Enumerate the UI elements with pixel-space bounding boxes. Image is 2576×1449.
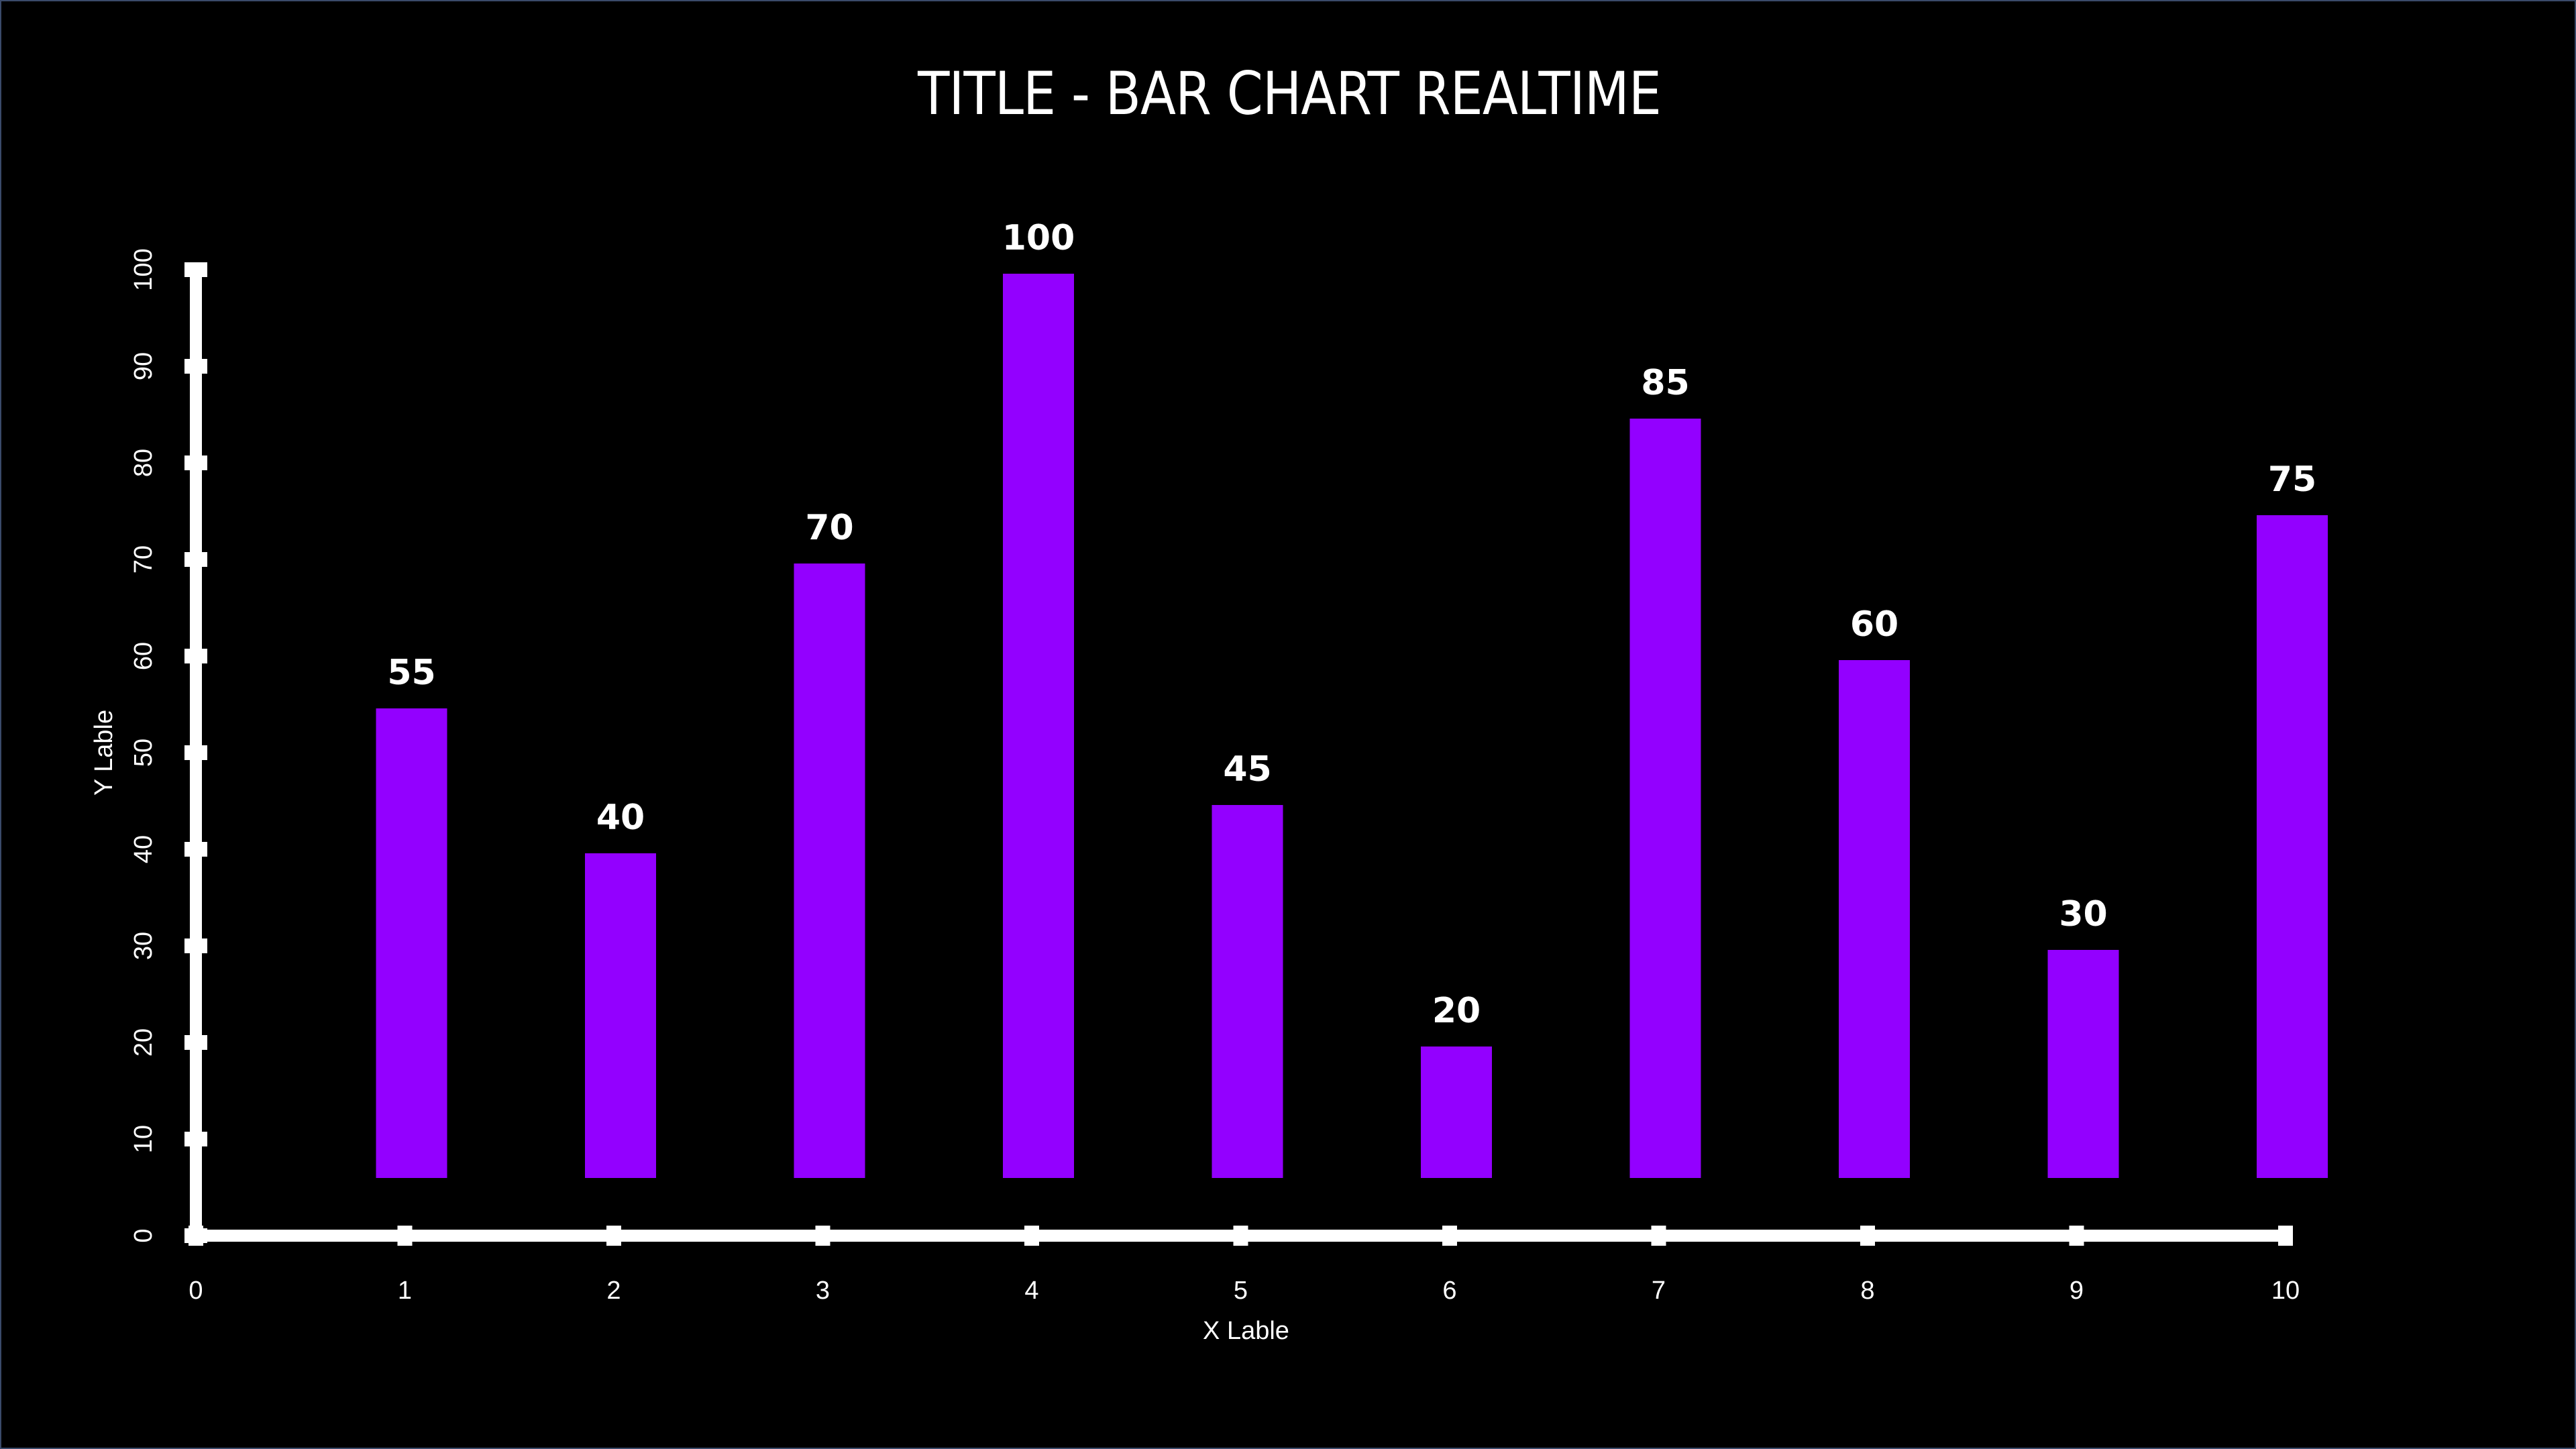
x-axis-label: X Lable — [1203, 1317, 1289, 1345]
x-tick-label-6: 6 — [1442, 1277, 1456, 1305]
data-label-2: 40 — [596, 798, 645, 838]
y-tick-label-100: 100 — [129, 248, 158, 290]
y-axis-label: Y Lable — [90, 710, 118, 796]
bar-5 — [1212, 805, 1283, 1178]
bar-2 — [585, 853, 656, 1178]
bar-6 — [1421, 1046, 1492, 1178]
x-tick-5 — [1233, 1226, 1248, 1246]
y-tick-40 — [184, 842, 207, 857]
y-tick-80 — [184, 455, 207, 470]
data-label-7: 85 — [1641, 363, 1689, 403]
bar-10 — [2257, 515, 2328, 1178]
bar-1 — [376, 708, 447, 1178]
y-tick-label-60: 60 — [129, 642, 158, 670]
x-tick-1 — [397, 1226, 413, 1246]
chart-title: TITLE - BAR CHART REALTIME — [918, 59, 1662, 128]
data-label-8: 60 — [1850, 604, 1898, 645]
bar-9 — [2047, 950, 2119, 1178]
y-tick-label-50: 50 — [129, 739, 158, 767]
x-tick-label-7: 7 — [1652, 1277, 1666, 1305]
x-tick-label-0: 0 — [189, 1277, 203, 1305]
y-tick-50 — [184, 745, 207, 760]
y-tick-70 — [184, 552, 207, 567]
axes-layer — [184, 262, 2293, 1246]
y-tick-90 — [184, 359, 207, 374]
x-tick-4 — [1024, 1226, 1039, 1246]
data-label-3: 70 — [805, 508, 853, 548]
x-tick-6 — [1442, 1226, 1457, 1246]
y-tick-label-30: 30 — [129, 932, 158, 960]
data-label-1: 55 — [387, 653, 435, 693]
bar-3 — [794, 564, 865, 1178]
bar-8 — [1839, 660, 1910, 1178]
y-tick-label-40: 40 — [129, 835, 158, 863]
bar-7 — [1629, 419, 1701, 1178]
x-tick-0 — [189, 1226, 203, 1246]
x-tick-8 — [1860, 1226, 1875, 1246]
labels-layer: 5540701004520856030750102030405060708090… — [90, 218, 2316, 1345]
y-tick-label-0: 0 — [129, 1228, 158, 1242]
y-tick-label-20: 20 — [129, 1028, 158, 1057]
x-tick-label-8: 8 — [1860, 1277, 1874, 1305]
bar-4 — [1003, 274, 1074, 1178]
data-label-5: 45 — [1223, 749, 1271, 790]
x-tick-2 — [606, 1226, 621, 1246]
x-tick-7 — [1651, 1226, 1666, 1246]
x-tick-label-9: 9 — [2070, 1277, 2084, 1305]
y-tick-30 — [184, 938, 207, 953]
x-tick-label-5: 5 — [1234, 1277, 1248, 1305]
y-tick-100 — [184, 262, 207, 277]
x-tick-10 — [2278, 1226, 2293, 1246]
x-tick-label-1: 1 — [398, 1277, 412, 1305]
x-tick-label-3: 3 — [816, 1277, 830, 1305]
y-tick-10 — [184, 1132, 207, 1146]
bars-layer — [376, 274, 2328, 1178]
data-label-9: 30 — [2059, 894, 2107, 934]
x-tick-label-4: 4 — [1024, 1277, 1038, 1305]
x-tick-3 — [815, 1226, 830, 1246]
y-tick-label-90: 90 — [129, 352, 158, 380]
data-label-6: 20 — [1432, 991, 1481, 1031]
y-tick-label-70: 70 — [129, 545, 158, 574]
x-tick-label-10: 10 — [2271, 1277, 2300, 1305]
data-label-4: 100 — [1002, 218, 1075, 258]
y-tick-label-10: 10 — [129, 1125, 158, 1153]
x-tick-label-2: 2 — [606, 1277, 621, 1305]
x-tick-9 — [2069, 1226, 2084, 1246]
data-label-10: 75 — [2268, 460, 2316, 500]
y-tick-label-80: 80 — [129, 449, 158, 477]
y-tick-20 — [184, 1035, 207, 1050]
y-tick-60 — [184, 649, 207, 663]
